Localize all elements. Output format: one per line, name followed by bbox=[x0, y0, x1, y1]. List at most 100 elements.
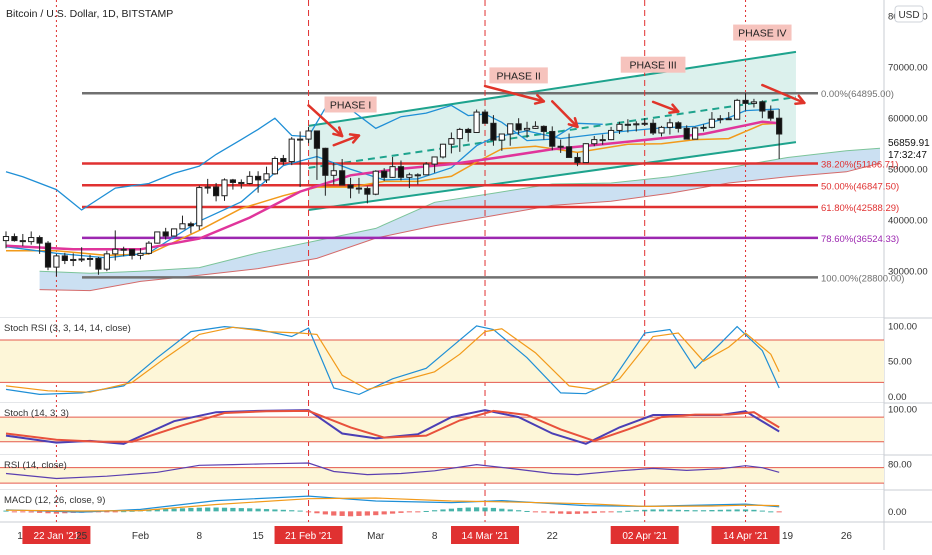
candle[interactable] bbox=[498, 133, 505, 151]
candle[interactable] bbox=[347, 177, 354, 199]
candle[interactable] bbox=[61, 252, 68, 265]
candle[interactable] bbox=[263, 166, 270, 183]
candle[interactable] bbox=[381, 168, 388, 181]
candle[interactable] bbox=[364, 186, 371, 204]
candle[interactable] bbox=[540, 125, 547, 140]
currency-button[interactable]: USD bbox=[894, 5, 924, 23]
candle[interactable] bbox=[574, 152, 581, 167]
candle[interactable] bbox=[448, 132, 455, 154]
candle[interactable] bbox=[339, 159, 346, 186]
candle[interactable] bbox=[170, 228, 178, 237]
candle[interactable] bbox=[406, 172, 413, 189]
candle[interactable] bbox=[776, 109, 783, 159]
candle[interactable] bbox=[675, 121, 682, 133]
candle[interactable] bbox=[717, 115, 724, 124]
candle[interactable] bbox=[36, 235, 43, 254]
candle[interactable] bbox=[507, 123, 514, 146]
candle[interactable] bbox=[70, 253, 77, 267]
candle[interactable] bbox=[305, 126, 312, 144]
macd-macd-line bbox=[5, 495, 780, 513]
candle[interactable] bbox=[414, 173, 421, 185]
candle[interactable] bbox=[549, 126, 556, 151]
candle[interactable] bbox=[473, 109, 480, 133]
candle[interactable] bbox=[196, 185, 203, 230]
candle[interactable] bbox=[658, 125, 665, 137]
candle[interactable] bbox=[145, 241, 152, 255]
candle[interactable] bbox=[187, 221, 194, 234]
candle[interactable] bbox=[246, 171, 253, 185]
candle[interactable] bbox=[280, 154, 287, 166]
candle[interactable] bbox=[591, 136, 598, 147]
candle[interactable] bbox=[767, 105, 774, 121]
candle[interactable] bbox=[599, 134, 606, 145]
candle[interactable] bbox=[692, 126, 699, 140]
candle[interactable] bbox=[44, 241, 52, 271]
candle[interactable] bbox=[137, 248, 144, 260]
candle[interactable] bbox=[633, 121, 640, 132]
candle[interactable] bbox=[330, 162, 337, 185]
candle[interactable] bbox=[86, 254, 94, 267]
candle[interactable] bbox=[481, 109, 489, 124]
candle[interactable] bbox=[179, 215, 186, 230]
candle[interactable] bbox=[288, 137, 295, 166]
candle[interactable] bbox=[128, 248, 136, 260]
candle[interactable] bbox=[204, 178, 211, 194]
candle[interactable] bbox=[565, 133, 573, 158]
candle[interactable] bbox=[2, 231, 10, 249]
candle[interactable] bbox=[523, 121, 531, 138]
candle[interactable] bbox=[112, 230, 119, 261]
candle[interactable] bbox=[212, 182, 220, 202]
candle[interactable] bbox=[616, 121, 623, 135]
candle[interactable] bbox=[759, 100, 766, 119]
candle[interactable] bbox=[397, 160, 405, 181]
candle[interactable] bbox=[297, 131, 304, 188]
candle[interactable] bbox=[389, 156, 396, 178]
candle[interactable] bbox=[221, 178, 228, 201]
candle[interactable] bbox=[313, 130, 321, 180]
candle[interactable] bbox=[19, 233, 26, 247]
candle[interactable] bbox=[456, 127, 463, 152]
candle[interactable] bbox=[683, 125, 690, 140]
candle[interactable] bbox=[750, 98, 758, 108]
candle[interactable] bbox=[271, 156, 279, 175]
candle[interactable] bbox=[431, 156, 438, 173]
candle[interactable] bbox=[515, 118, 522, 135]
candle[interactable] bbox=[255, 171, 262, 193]
candle[interactable] bbox=[78, 247, 85, 263]
candlestick-series[interactable] bbox=[2, 93, 783, 277]
candle[interactable] bbox=[423, 162, 430, 176]
candle[interactable] bbox=[229, 178, 237, 190]
candle[interactable] bbox=[742, 93, 749, 111]
candle[interactable] bbox=[649, 119, 657, 136]
candle[interactable] bbox=[355, 177, 363, 194]
macd-histogram-bar bbox=[247, 508, 253, 512]
candle[interactable] bbox=[154, 231, 161, 244]
candle[interactable] bbox=[532, 121, 539, 129]
candle[interactable] bbox=[372, 170, 379, 196]
candle[interactable] bbox=[439, 143, 447, 159]
candle[interactable] bbox=[53, 253, 60, 277]
candle[interactable] bbox=[103, 250, 110, 272]
candle[interactable] bbox=[708, 112, 716, 129]
candle[interactable] bbox=[238, 179, 245, 189]
candle[interactable] bbox=[725, 112, 732, 121]
candle[interactable] bbox=[734, 98, 741, 120]
candle[interactable] bbox=[162, 227, 169, 240]
candle[interactable] bbox=[700, 124, 707, 132]
candle[interactable] bbox=[490, 115, 497, 146]
candle[interactable] bbox=[95, 256, 102, 275]
candle[interactable] bbox=[624, 119, 631, 133]
candle[interactable] bbox=[322, 147, 329, 196]
candle[interactable] bbox=[120, 246, 127, 257]
candle[interactable] bbox=[28, 231, 35, 245]
candle-body bbox=[297, 138, 304, 141]
candle[interactable] bbox=[666, 118, 674, 135]
candle[interactable] bbox=[11, 233, 18, 242]
candle[interactable] bbox=[582, 143, 589, 164]
candle[interactable] bbox=[557, 139, 564, 153]
candle[interactable] bbox=[641, 118, 648, 126]
candle[interactable] bbox=[465, 127, 472, 142]
candle[interactable] bbox=[607, 126, 615, 141]
